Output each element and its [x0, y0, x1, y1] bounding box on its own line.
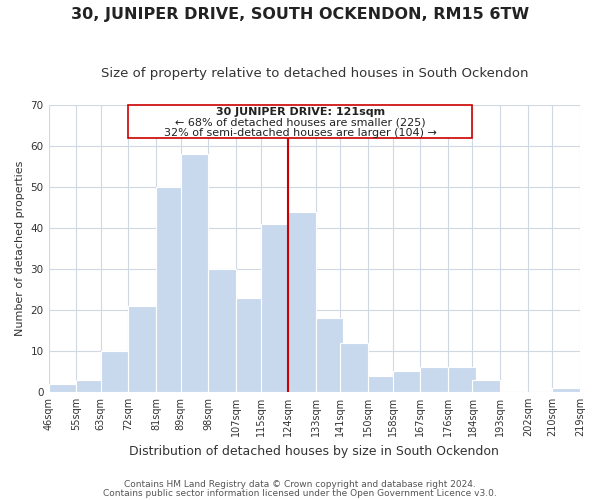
Text: Contains public sector information licensed under the Open Government Licence v3: Contains public sector information licen…	[103, 488, 497, 498]
Title: Size of property relative to detached houses in South Ockendon: Size of property relative to detached ho…	[101, 68, 528, 80]
Bar	[101, 351, 128, 392]
Text: 32% of semi-detached houses are larger (104) →: 32% of semi-detached houses are larger (…	[164, 128, 437, 138]
Bar	[208, 269, 236, 392]
Text: 30 JUNIPER DRIVE: 121sqm: 30 JUNIPER DRIVE: 121sqm	[216, 108, 385, 118]
Bar	[128, 306, 156, 392]
Text: 30, JUNIPER DRIVE, SOUTH OCKENDON, RM15 6TW: 30, JUNIPER DRIVE, SOUTH OCKENDON, RM15 …	[71, 8, 529, 22]
X-axis label: Distribution of detached houses by size in South Ockendon: Distribution of detached houses by size …	[130, 444, 499, 458]
Bar	[181, 154, 208, 392]
Bar	[76, 380, 104, 392]
Bar	[236, 298, 263, 392]
Bar	[553, 388, 580, 392]
Bar	[156, 187, 184, 392]
Bar	[316, 318, 343, 392]
Bar	[472, 380, 500, 392]
Text: ← 68% of detached houses are smaller (225): ← 68% of detached houses are smaller (22…	[175, 118, 426, 128]
Bar	[340, 343, 368, 392]
Bar	[448, 368, 476, 392]
Y-axis label: Number of detached properties: Number of detached properties	[15, 161, 25, 336]
Bar	[288, 212, 316, 392]
Bar	[368, 376, 395, 392]
Text: Contains HM Land Registry data © Crown copyright and database right 2024.: Contains HM Land Registry data © Crown c…	[124, 480, 476, 489]
Bar	[260, 224, 288, 392]
Bar	[128, 106, 472, 138]
Bar	[420, 368, 448, 392]
Bar	[49, 384, 76, 392]
Bar	[392, 372, 420, 392]
